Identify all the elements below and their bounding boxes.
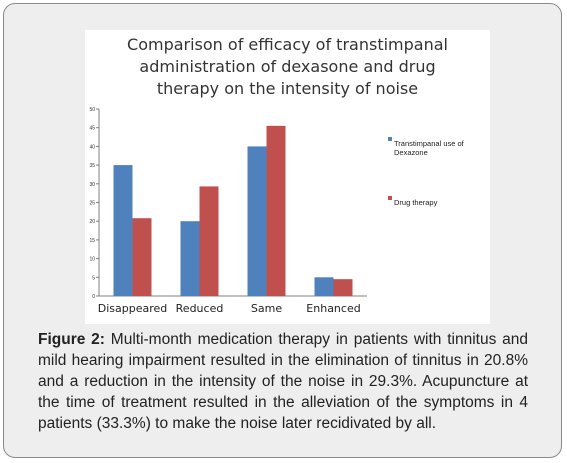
bar-drug-therapy	[132, 218, 152, 296]
bar-drug-therapy	[333, 279, 353, 296]
x-tick-label: Reduced	[176, 302, 224, 315]
legend-label: Dexazone	[394, 148, 428, 157]
y-tick-label: 40	[89, 144, 95, 150]
chart-panel: Comparison of efficacy of transtimpanal …	[85, 30, 490, 324]
caption-label: Figure 2:	[38, 331, 105, 348]
bar-dexazone	[247, 146, 267, 296]
y-tick-label: 20	[89, 219, 95, 225]
y-tick-label: 50	[89, 107, 95, 113]
y-tick-label: 5	[92, 275, 95, 281]
bar-dexazone	[113, 165, 133, 296]
bar-drug-therapy	[266, 125, 286, 296]
caption-text: Multi-month medication therapy in patien…	[38, 331, 529, 432]
y-tick-label: 30	[89, 182, 95, 188]
y-tick-label: 25	[89, 201, 95, 207]
x-tick-label: Same	[251, 302, 282, 315]
bar-drug-therapy	[199, 186, 219, 296]
figure-box: Comparison of efficacy of transtimpanal …	[3, 3, 562, 458]
y-tick-label: 35	[89, 163, 95, 169]
y-tick-label: 15	[89, 238, 95, 244]
legend-swatch	[388, 196, 392, 200]
chart-title: Comparison of efficacy of transtimpanal …	[85, 34, 490, 100]
chart-title-line-2: administration of dexasone and drug	[139, 57, 436, 76]
bar-dexazone	[180, 221, 200, 296]
x-tick-label: Disappeared	[98, 302, 168, 315]
legend-label: Transtimpanal use of	[394, 139, 465, 148]
legend-swatch	[388, 137, 392, 141]
legend-label: Drug therapy	[394, 198, 438, 207]
y-tick-label: 45	[89, 126, 95, 132]
y-tick-label: 0	[92, 294, 95, 300]
chart-title-line-1: Comparison of efficacy of transtimpanal	[127, 35, 448, 54]
bar-dexazone	[314, 277, 334, 296]
figure-caption: Figure 2: Multi-month medication therapy…	[38, 329, 528, 434]
y-tick-label: 10	[89, 257, 95, 263]
chart-title-line-3: therapy on the intensity of noise	[156, 79, 419, 98]
bar-chart: 0 5 10 15 20 25 30 35 40 45 50 Disappeared Reduced Sa…	[89, 107, 465, 315]
x-tick-label: Enhanced	[306, 302, 360, 315]
